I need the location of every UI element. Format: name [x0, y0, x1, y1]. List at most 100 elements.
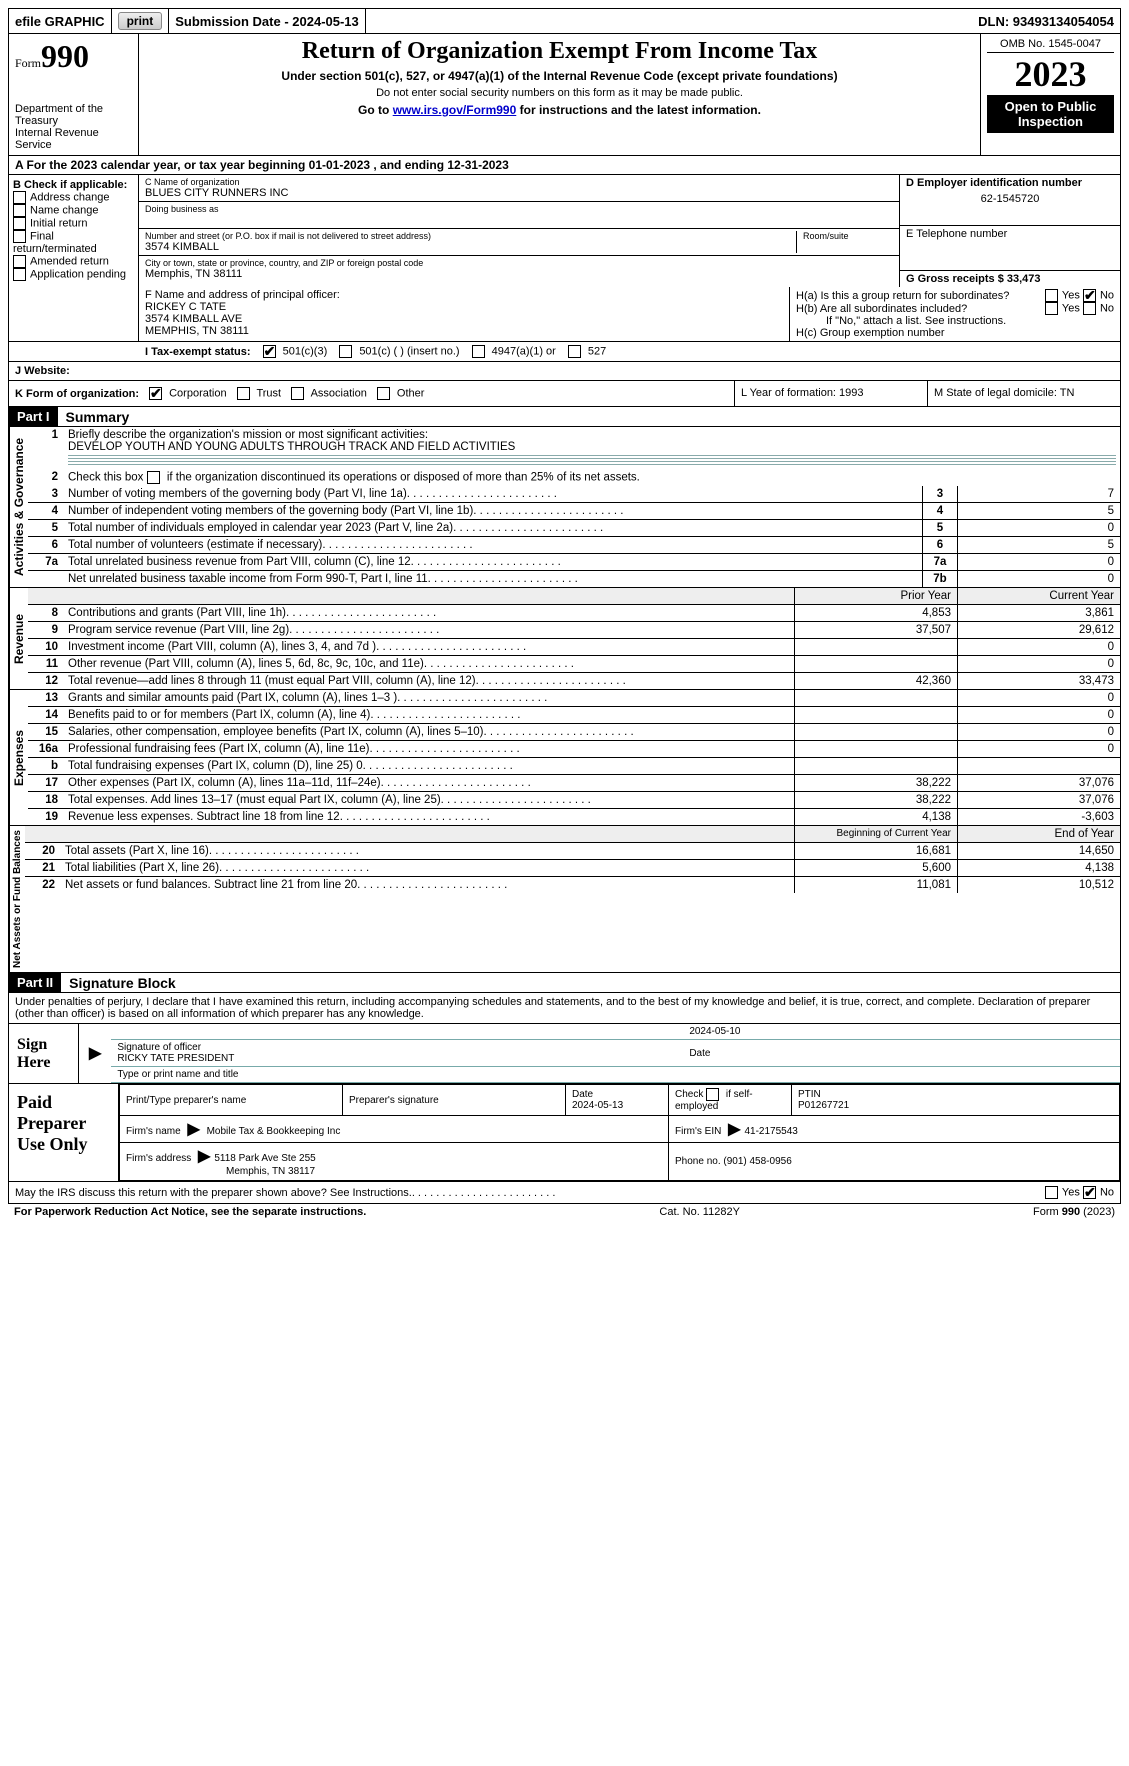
gov-row: 5 Total number of individuals employed i… [28, 520, 1120, 537]
prep-name-label: Print/Type preparer's name [120, 1085, 343, 1116]
officer-line1: RICKEY C TATE [145, 301, 783, 313]
ptin-label: PTIN [798, 1089, 821, 1100]
chk-501c3[interactable] [263, 345, 276, 358]
telephone-label: E Telephone number [906, 228, 1114, 240]
net-section: Net Assets or Fund Balances Beginning of… [8, 826, 1121, 973]
discuss-question: May the IRS discuss this return with the… [15, 1187, 412, 1199]
hb-no[interactable] [1083, 302, 1096, 315]
net-label: Net Assets or Fund Balances [9, 826, 25, 972]
hb-label: H(b) Are all subordinates included? [796, 303, 967, 315]
exp-row: 13 Grants and similar amounts paid (Part… [28, 690, 1120, 707]
firm-name-label: Firm's name [126, 1126, 183, 1137]
footer-right-pre: Form [1033, 1206, 1062, 1218]
opt-trust: Trust [256, 387, 281, 399]
ha-no[interactable] [1083, 289, 1096, 302]
gov-label: Activities & Governance [9, 427, 28, 587]
perjury-statement: Under penalties of perjury, I declare th… [8, 993, 1121, 1024]
chk-other[interactable] [377, 387, 390, 400]
goto-pre: Go to [358, 103, 393, 117]
hb-yes[interactable] [1045, 302, 1058, 315]
net-row: 22 Net assets or fund balances. Subtract… [25, 877, 1120, 893]
dln-label: DLN: 93493134054054 [972, 9, 1120, 33]
tax-status-label: I Tax-exempt status: [145, 346, 251, 358]
paid-preparer-label: Paid Preparer Use Only [9, 1084, 119, 1181]
addr-label: Number and street (or P.O. box if mail i… [145, 231, 790, 241]
chk-amended[interactable] [13, 255, 26, 268]
exp-section: Expenses 13 Grants and similar amounts p… [8, 690, 1121, 826]
rev-label: Revenue [9, 588, 28, 689]
chk-4947[interactable] [472, 345, 485, 358]
opt-address-change: Address change [30, 191, 110, 203]
no-label: No [1100, 289, 1114, 301]
org-name: BLUES CITY RUNNERS INC [145, 187, 893, 199]
form-number: 990 [41, 38, 89, 74]
officer-block: F Name and address of principal officer:… [8, 287, 1121, 342]
form-word: Form [15, 56, 41, 70]
chk-final-return[interactable] [13, 230, 26, 243]
discuss-yes-label: Yes [1062, 1186, 1080, 1198]
net-row: 20 Total assets (Part X, line 16) 16,681… [25, 843, 1120, 860]
k-row: K Form of organization: Corporation Trus… [8, 381, 1121, 407]
tax-status-row: I Tax-exempt status: 501(c)(3) 501(c) ( … [8, 342, 1121, 362]
chk-527[interactable] [568, 345, 581, 358]
rev-row: 10 Investment income (Part VIII, column … [28, 639, 1120, 656]
self-emp-label: Check if self-employed [669, 1085, 792, 1116]
firm-name: Mobile Tax & Bookkeeping Inc [207, 1126, 341, 1137]
chk-name-change[interactable] [13, 204, 26, 217]
opt-corp: Corporation [169, 387, 226, 399]
line1-label: Briefly describe the organization's miss… [68, 429, 428, 441]
chk-self-employed[interactable] [706, 1088, 719, 1101]
discuss-yes[interactable] [1045, 1186, 1058, 1199]
form-title: Return of Organization Exempt From Incom… [145, 38, 974, 65]
officer-name: RICKY TATE PRESIDENT [117, 1053, 234, 1064]
chk-initial-return[interactable] [13, 217, 26, 230]
exp-row: 19 Revenue less expenses. Subtract line … [28, 809, 1120, 825]
phone-label: Phone no. [675, 1156, 723, 1167]
print-button[interactable]: print [118, 12, 163, 30]
chk-discontinued[interactable] [147, 471, 160, 484]
ptin-value: P01267721 [798, 1100, 849, 1111]
ha-yes[interactable] [1045, 289, 1058, 302]
discuss-no[interactable] [1083, 1186, 1096, 1199]
footer-mid: Cat. No. 11282Y [659, 1206, 740, 1218]
dba-label: Doing business as [145, 204, 893, 214]
gov-row: 4 Number of independent voting members o… [28, 503, 1120, 520]
entity-block: B Check if applicable: Address change Na… [8, 175, 1121, 287]
part1-title: Summary [58, 409, 130, 425]
arrow-icon: ▶ [183, 1121, 203, 1138]
phone-value: (901) 458-0956 [723, 1156, 791, 1167]
opt-other: Other [397, 387, 425, 399]
chk-501c[interactable] [339, 345, 352, 358]
exp-row: 17 Other expenses (Part IX, column (A), … [28, 775, 1120, 792]
line-a-tax-year: A For the 2023 calendar year, or tax yea… [8, 156, 1121, 175]
irs-link[interactable]: www.irs.gov/Form990 [393, 103, 517, 117]
sign-date: 2024-05-10 [683, 1024, 1120, 1040]
chk-corp[interactable] [149, 387, 162, 400]
gov-section: Activities & Governance 1 Briefly descri… [8, 427, 1121, 588]
discuss-row: May the IRS discuss this return with the… [8, 1182, 1121, 1204]
curr-year-hdr: Current Year [957, 588, 1120, 604]
dept-label: Department of the Treasury Internal Reve… [15, 103, 132, 151]
open-public-badge: Open to Public Inspection [987, 95, 1114, 133]
sig-officer-label: Signature of officer [117, 1042, 201, 1053]
footer-right-form: 990 [1062, 1206, 1080, 1218]
prep-date: 2024-05-13 [572, 1100, 623, 1111]
room-label: Room/suite [803, 231, 893, 241]
goto-post: for instructions and the latest informat… [516, 103, 761, 117]
top-bar: efile GRAPHIC print Submission Date - 20… [8, 8, 1121, 34]
box-b-title: B Check if applicable: [13, 179, 134, 191]
arrow-icon: ▶ [724, 1121, 744, 1138]
omb-number: OMB No. 1545-0047 [987, 38, 1114, 53]
exp-label: Expenses [9, 690, 28, 825]
chk-trust[interactable] [237, 387, 250, 400]
arrow-icon: ▶ [194, 1148, 214, 1165]
chk-assoc[interactable] [291, 387, 304, 400]
m-state-domicile: M State of legal domicile: TN [928, 381, 1120, 406]
opt-initial-return: Initial return [30, 217, 87, 229]
officer-line2: 3574 KIMBALL AVE [145, 313, 783, 325]
chk-address-change[interactable] [13, 191, 26, 204]
chk-app-pending[interactable] [13, 268, 26, 281]
beg-year-hdr: Beginning of Current Year [794, 826, 957, 842]
submission-date: Submission Date - 2024-05-13 [169, 9, 366, 33]
opt-assoc: Association [311, 387, 367, 399]
